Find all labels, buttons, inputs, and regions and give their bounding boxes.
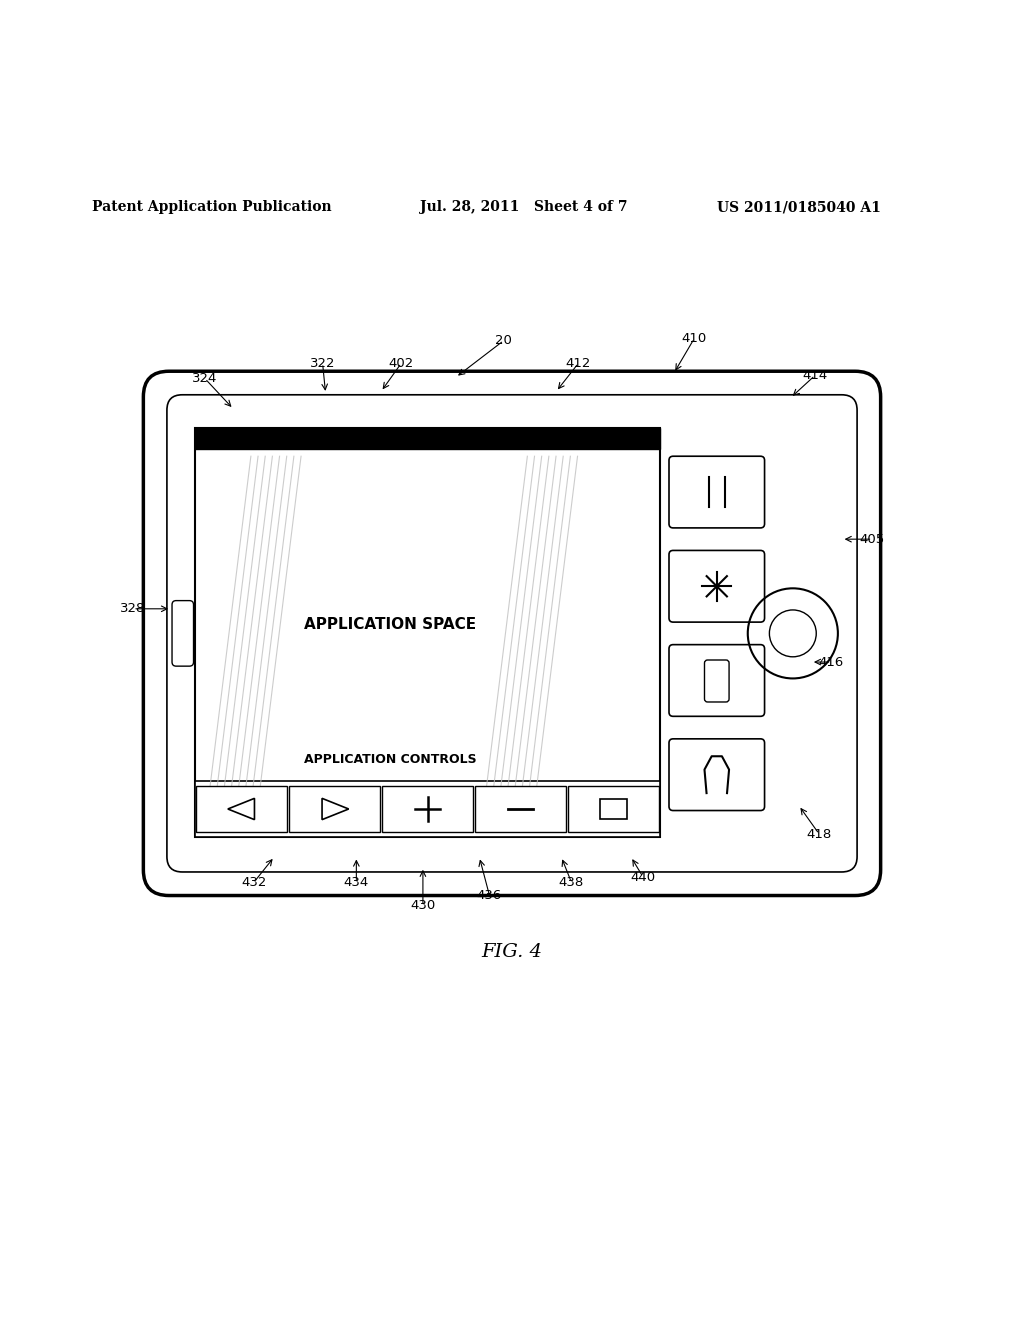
Bar bbox=[196, 785, 287, 832]
FancyBboxPatch shape bbox=[669, 550, 765, 622]
Bar bbox=[475, 785, 566, 832]
Text: 436: 436 bbox=[477, 890, 502, 902]
Text: 412: 412 bbox=[566, 356, 591, 370]
Bar bbox=[195, 428, 660, 449]
Bar bbox=[600, 799, 627, 820]
FancyBboxPatch shape bbox=[172, 601, 194, 667]
Bar bbox=[195, 781, 660, 837]
Bar bbox=[568, 785, 659, 832]
Text: 418: 418 bbox=[807, 828, 831, 841]
Bar bbox=[382, 785, 473, 832]
Text: 20: 20 bbox=[496, 334, 512, 347]
Text: APPLICATION CONTROLS: APPLICATION CONTROLS bbox=[304, 752, 476, 766]
Text: 324: 324 bbox=[193, 372, 217, 385]
Text: 328: 328 bbox=[121, 602, 145, 615]
Bar bbox=[195, 428, 660, 837]
Text: 416: 416 bbox=[819, 656, 844, 668]
Bar bbox=[289, 785, 380, 832]
FancyBboxPatch shape bbox=[167, 395, 857, 873]
Text: Patent Application Publication: Patent Application Publication bbox=[92, 201, 332, 214]
FancyBboxPatch shape bbox=[705, 660, 729, 702]
FancyBboxPatch shape bbox=[669, 457, 765, 528]
Text: 322: 322 bbox=[310, 356, 335, 370]
Polygon shape bbox=[322, 799, 348, 820]
Text: Jul. 28, 2011   Sheet 4 of 7: Jul. 28, 2011 Sheet 4 of 7 bbox=[420, 201, 628, 214]
FancyBboxPatch shape bbox=[669, 644, 765, 717]
Text: 434: 434 bbox=[344, 875, 369, 888]
Text: 430: 430 bbox=[411, 899, 435, 912]
Text: FIG. 4: FIG. 4 bbox=[481, 942, 543, 961]
Text: 440: 440 bbox=[631, 871, 655, 883]
FancyBboxPatch shape bbox=[143, 371, 881, 895]
Text: 405: 405 bbox=[860, 533, 885, 545]
Text: 414: 414 bbox=[803, 368, 827, 381]
Text: 438: 438 bbox=[559, 875, 584, 888]
Text: 432: 432 bbox=[242, 875, 266, 888]
Polygon shape bbox=[227, 799, 254, 820]
Text: APPLICATION SPACE: APPLICATION SPACE bbox=[304, 616, 476, 632]
Text: 410: 410 bbox=[682, 331, 707, 345]
Text: 402: 402 bbox=[389, 356, 414, 370]
FancyBboxPatch shape bbox=[669, 739, 765, 810]
Text: US 2011/0185040 A1: US 2011/0185040 A1 bbox=[717, 201, 881, 214]
